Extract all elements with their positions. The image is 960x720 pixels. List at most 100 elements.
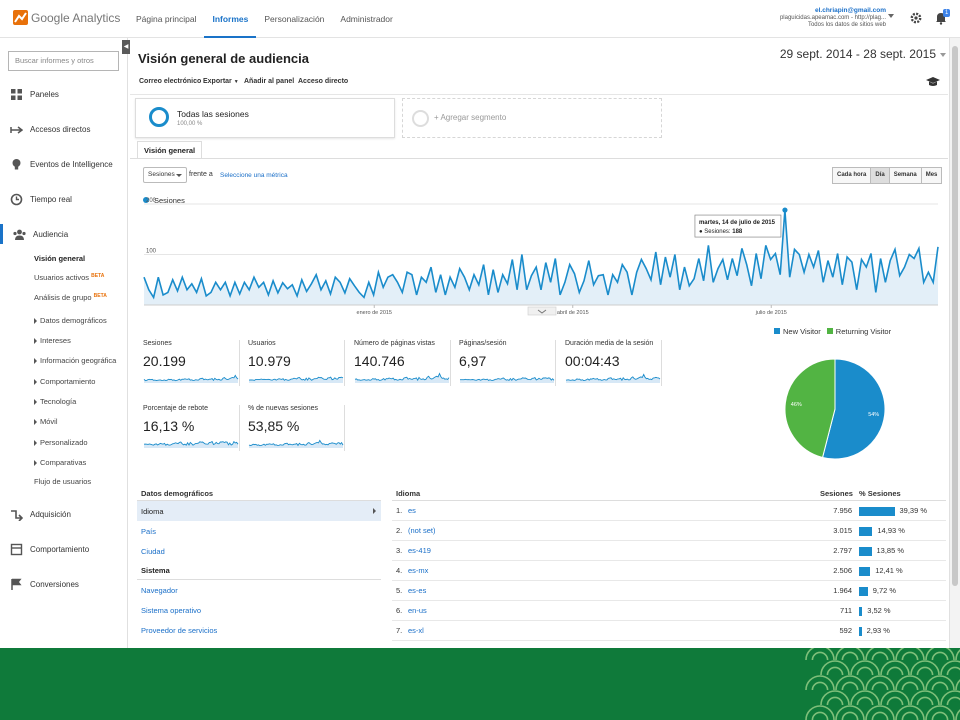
sidebar-item-label: Tiempo real: [30, 194, 72, 204]
shortcut-button[interactable]: Acceso directo: [298, 78, 349, 85]
tab-customization[interactable]: Personalización: [264, 14, 325, 24]
scorecard-value: 140.746: [354, 353, 405, 369]
dimension-item-country[interactable]: País: [141, 527, 157, 536]
gear-icon[interactable]: [909, 11, 923, 25]
scorecard-label: Número de páginas vistas: [354, 340, 435, 347]
wave-arc: [820, 690, 850, 706]
date-range-picker[interactable]: 29 sept. 2014 - 28 sept. 2015: [780, 47, 946, 61]
row-language-link[interactable]: es-xl: [408, 626, 424, 635]
series-area: [144, 210, 938, 305]
metric-select-value: Sesiones: [148, 171, 175, 178]
col-sessions: Sesiones: [820, 489, 853, 498]
sidebar-sub-interests[interactable]: Intereses: [34, 336, 71, 345]
sidebar-item-conversions[interactable]: Conversiones: [0, 574, 128, 594]
period-month-button[interactable]: Mes: [920, 167, 943, 184]
wave-arc: [898, 708, 922, 720]
wave-arc: [844, 714, 856, 720]
tooltip-date: martes, 14 de julio de 2015: [699, 220, 776, 226]
scorecard-avg-duration[interactable]: Duración media de la sesión 00:04:43: [565, 340, 662, 386]
sidebar-item-acquisition[interactable]: Adquisición: [0, 504, 128, 524]
wave-arc: [838, 708, 862, 720]
tab-home[interactable]: Página principal: [136, 14, 197, 24]
scorecard-new-sessions[interactable]: % de nuevas sesiones 53,85 %: [248, 405, 345, 451]
tab-overview[interactable]: Visión general: [137, 141, 203, 159]
wave-pattern: [805, 648, 960, 720]
sidebar-sub-active-users[interactable]: Usuarios activos BETA: [34, 273, 104, 282]
sidebar-sub-user-flow[interactable]: Flujo de usuarios: [34, 477, 92, 486]
data-point-peak[interactable]: [782, 207, 788, 213]
sessions-line-chart[interactable]: Sesiones 200 100 enero de 2015 abril de 20…: [130, 190, 948, 318]
period-day-button[interactable]: Día: [870, 167, 890, 184]
wave-arc: [811, 681, 829, 691]
sidebar-sub-mobile[interactable]: Móvil: [34, 417, 58, 426]
add-segment-button[interactable]: + Agregar segmento: [402, 98, 662, 138]
sidebar-item-shortcuts[interactable]: Accesos directos: [0, 119, 128, 139]
sidebar-item-realtime[interactable]: Tiempo real: [0, 189, 128, 209]
wave-arc: [844, 654, 856, 661]
sidebar-item-audience[interactable]: Audiencia: [0, 224, 128, 244]
dimension-item-isp[interactable]: Proveedor de servicios: [141, 626, 218, 635]
wave-arc: [841, 681, 859, 691]
date-range-label: 29 sept. 2014 - 28 sept. 2015: [779, 47, 936, 61]
dimension-item-city[interactable]: Ciudad: [141, 547, 165, 556]
period-hourly-button[interactable]: Cada hora: [832, 167, 872, 184]
scorecard-users[interactable]: Usuarios 10.979: [248, 340, 345, 386]
graduation-cap-icon[interactable]: [926, 77, 940, 87]
scorecard-sessions[interactable]: Sesiones 20.199: [143, 340, 240, 386]
account-switcher[interactable]: el.chriapin@gmail.com plaguicidas.apeama…: [780, 7, 886, 30]
scorecard-pages-per-session[interactable]: Páginas/sesión 6,97: [459, 340, 556, 386]
sidebar-sub-custom[interactable]: Personalizado: [34, 438, 88, 447]
wave-arc: [898, 648, 922, 661]
sidebar-sub-demographics[interactable]: Datos demográficos: [34, 316, 107, 325]
sidebar-sub-behavior[interactable]: Comportamiento: [34, 377, 95, 386]
dimension-item-language[interactable]: Idioma: [137, 501, 381, 521]
row-language-link[interactable]: es-es: [408, 586, 427, 595]
metric-select[interactable]: Sesiones: [143, 167, 187, 183]
scorecard-value: 6,97: [459, 353, 487, 369]
scrollbar[interactable]: [949, 38, 960, 648]
scorecard-value: 20.199: [143, 353, 186, 369]
scrollbar-thumb[interactable]: [952, 46, 958, 586]
row-language-link[interactable]: es-419: [408, 546, 431, 555]
sidebar-sub-cohort[interactable]: Análisis de grupo BETA: [34, 293, 107, 302]
row-language-link[interactable]: en-us: [408, 606, 427, 615]
pie-slice[interactable]: [821, 358, 886, 460]
tab-admin[interactable]: Administrador: [340, 14, 393, 24]
sidebar-item-paneles[interactable]: Paneles: [0, 84, 128, 104]
notification-badge[interactable]: 1: [943, 9, 951, 17]
dimension-item-browser[interactable]: Navegador: [141, 586, 178, 595]
sparkline-path: [248, 376, 344, 381]
sidebar-item-intelligence[interactable]: Eventos de Intelligence: [0, 154, 128, 174]
wave-arc: [913, 663, 937, 676]
segment-all-sessions[interactable]: Todas las sesiones 100,00 %: [135, 98, 395, 138]
legend-item-new-visitor[interactable]: New Visitor: [774, 327, 821, 336]
visitor-pie-chart[interactable]: 54% 46%: [783, 347, 891, 471]
tab-reports[interactable]: Informes: [204, 0, 257, 38]
pie-slice[interactable]: [784, 358, 836, 459]
row-language-link[interactable]: es: [408, 506, 416, 515]
sidebar-sub-benchmarks[interactable]: Comparativas: [34, 458, 86, 467]
select-metric-link[interactable]: Seleccione una métrica: [220, 172, 288, 179]
email-button[interactable]: Correo electrónico: [139, 78, 202, 85]
search-input[interactable]: Buscar informes y otros: [8, 51, 119, 71]
row-language-link[interactable]: (not set): [408, 526, 436, 535]
legend-item-returning-visitor[interactable]: Returning Visitor: [826, 327, 891, 336]
sidebar-sub-geo[interactable]: Información geográfica: [34, 356, 116, 365]
scorecard-sparkline: [143, 440, 239, 448]
sidebar-item-behavior[interactable]: Comportamiento: [0, 539, 128, 559]
chevron-down-icon[interactable]: [888, 14, 894, 18]
row-language-link[interactable]: es-mx: [408, 566, 429, 575]
scorecard-pageviews[interactable]: Número de páginas vistas 140.746: [354, 340, 451, 386]
dimension-item-os[interactable]: Sistema operativo: [141, 606, 202, 615]
sidebar-sub-technology[interactable]: Tecnología: [34, 397, 76, 406]
sidebar-sub-vision-general[interactable]: Visión general: [34, 254, 86, 263]
scorecard-sparkline: [248, 376, 344, 383]
export-button[interactable]: Exportar ▼: [203, 78, 239, 85]
collapse-sidebar-button[interactable]: ◀: [122, 40, 130, 54]
period-week-button[interactable]: Semana: [888, 167, 922, 184]
add-to-dashboard-button[interactable]: Añadir al panel: [244, 78, 295, 85]
logo[interactable]: Google Analytics: [13, 10, 120, 25]
chart-grid: 200 100: [144, 198, 938, 255]
scorecard-bounce-rate[interactable]: Porcentaje de rebote 16,13 %: [143, 405, 240, 451]
chart-expand-handle[interactable]: [527, 306, 557, 316]
